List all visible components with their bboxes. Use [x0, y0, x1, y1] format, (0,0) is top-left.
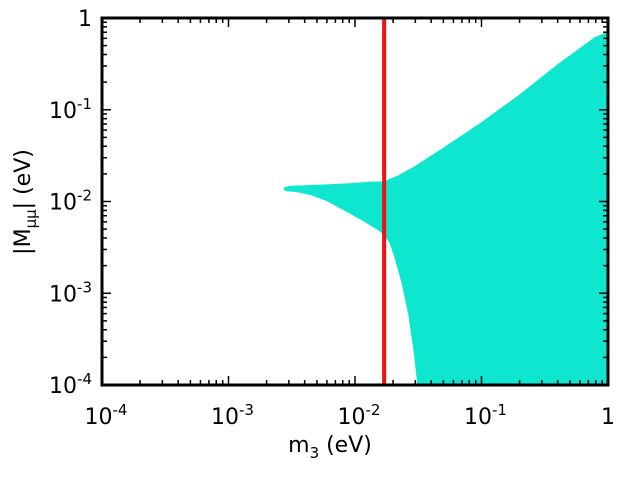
tick-label-base: 10 [49, 374, 77, 399]
x-axis-label: m3 (eV) [288, 433, 372, 462]
tick-label-exponent: -3 [239, 401, 254, 419]
tick-label-exponent: -1 [492, 401, 507, 419]
x-axis-label-sub: 3 [310, 444, 320, 462]
tick-label-exponent: -2 [77, 187, 92, 205]
tick-label-base: 1 [601, 405, 615, 430]
y-tick-label: 10-1 [49, 95, 92, 124]
tick-label-exponent: -2 [366, 401, 381, 419]
y-tick-label: 10-4 [49, 370, 92, 399]
tick-label-base: 1 [78, 7, 92, 32]
tick-label-base: 10 [49, 282, 77, 307]
tick-label-base: 10 [49, 99, 77, 124]
tick-label-exponent: -4 [77, 370, 92, 388]
tick-label-base: 10 [338, 405, 366, 430]
x-tick-label: 10-3 [211, 401, 254, 430]
tick-label-base: 10 [211, 405, 239, 430]
x-tick-labels: 10-4 10-3 10-2 10-1 1 [85, 401, 615, 430]
x-axis-label-base: m [288, 433, 309, 458]
y-tick-label: 10-2 [49, 187, 92, 216]
x-tick-label: 10-2 [338, 401, 381, 430]
x-tick-label: 10-1 [464, 401, 507, 430]
x-tick-label: 10-4 [85, 401, 128, 430]
y-axis-label-pre: |M [11, 228, 36, 254]
tick-label-base: 10 [85, 405, 113, 430]
tick-label-exponent: -3 [77, 278, 92, 296]
tick-label-exponent: -4 [113, 401, 128, 419]
y-tick-label: 1 [78, 7, 92, 32]
tick-label-base: 10 [49, 191, 77, 216]
allowed-region [283, 31, 608, 385]
x-axis-label-tail: (eV) [319, 433, 372, 458]
tick-label-base: 10 [464, 405, 492, 430]
y-axis-label: |Mμμ| (eV) [11, 149, 40, 255]
y-axis-label-tail: | (eV) [11, 149, 36, 209]
y-tick-labels: 10-410-310-210-11 [49, 7, 92, 399]
tick-label-exponent: -1 [77, 95, 92, 113]
plot-frame [100, 16, 610, 387]
y-axis-label-sub: μμ [22, 209, 40, 229]
allowed-region-layer [283, 31, 608, 385]
x-tick-label: 1 [601, 405, 615, 430]
y-tick-label: 10-3 [49, 278, 92, 307]
